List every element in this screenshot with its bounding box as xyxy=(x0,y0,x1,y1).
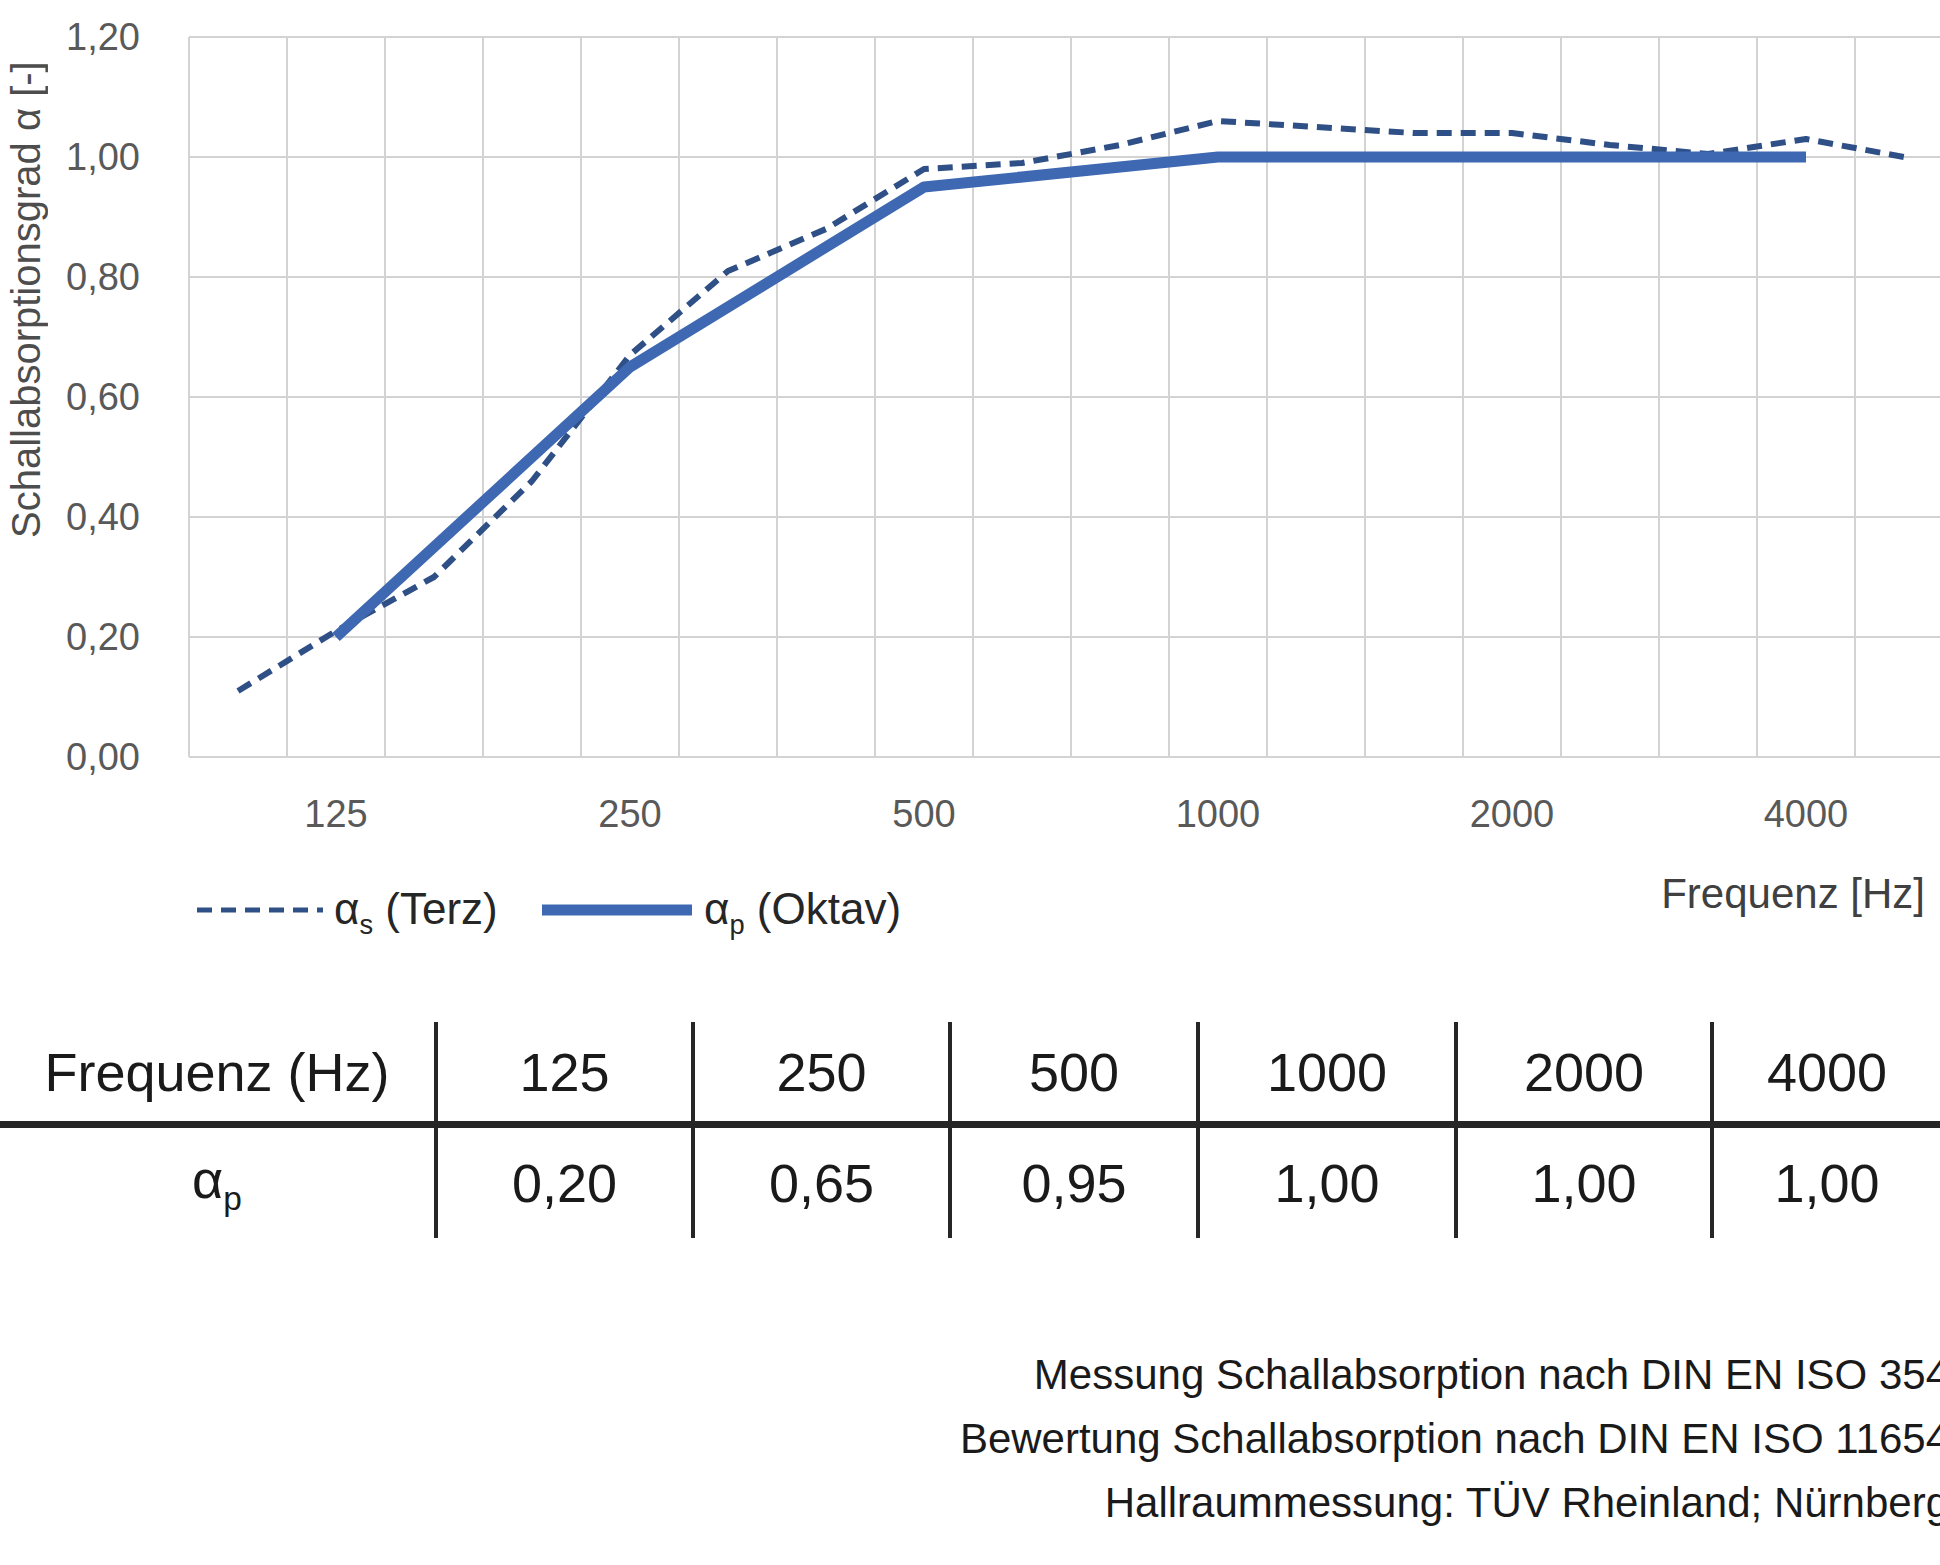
footer-line: Hallraummessung: TÜV Rheinland; Nürnberg xyxy=(0,1471,1940,1535)
y-tick-label: 1,00 xyxy=(28,137,140,177)
table-header-cell: 125 xyxy=(434,1022,691,1121)
legend-label-alpha-s: αs (Terz) xyxy=(334,884,498,941)
table-value-cell: 1,00 xyxy=(1710,1128,1940,1238)
footer-notes: Messung Schallabsorption nach DIN EN ISO… xyxy=(0,1343,1940,1535)
x-tick-label: 1000 xyxy=(1118,794,1318,834)
footer-line: Messung Schallabsorption nach DIN EN ISO… xyxy=(0,1343,1940,1407)
table-header-cell: 500 xyxy=(948,1022,1196,1121)
y-tick-label: 0,60 xyxy=(28,377,140,417)
table-header-cell: Frequenz (Hz) xyxy=(0,1022,434,1121)
table-value-cell: 0,65 xyxy=(691,1128,948,1238)
x-tick-label: 4000 xyxy=(1706,794,1906,834)
absorption-figure: Schallabsorptionsgrad α [-] 0,000,200,40… xyxy=(0,0,1940,1565)
absorption-table: Frequenz (Hz) 125 250 500 1000 2000 4000… xyxy=(0,1022,1940,1238)
legend-dashed-line-sample xyxy=(195,898,325,922)
x-tick-label: 2000 xyxy=(1412,794,1612,834)
y-tick-label: 0,20 xyxy=(28,617,140,657)
table-header-cell: 2000 xyxy=(1454,1022,1710,1121)
legend-solid-line-sample xyxy=(540,898,694,922)
y-tick-label: 0,80 xyxy=(28,257,140,297)
x-tick-label: 250 xyxy=(530,794,730,834)
y-tick-label: 0,40 xyxy=(28,497,140,537)
footer-line: Bewertung Schallabsorption nach DIN EN I… xyxy=(0,1407,1940,1471)
table-header-cell: 1000 xyxy=(1196,1022,1454,1121)
y-tick-label: 1,20 xyxy=(28,17,140,57)
table-value-cell: 1,00 xyxy=(1196,1128,1454,1238)
table-value-cell: 1,00 xyxy=(1454,1128,1710,1238)
table-header-cell: 250 xyxy=(691,1022,948,1121)
y-tick-label: 0,00 xyxy=(28,737,140,777)
table-value-row: αp 0,20 0,65 0,95 1,00 1,00 1,00 xyxy=(0,1128,1940,1238)
legend-label-alpha-p: αp (Oktav) xyxy=(704,884,901,941)
table-header-cell: 4000 xyxy=(1710,1022,1940,1121)
x-tick-label: 500 xyxy=(824,794,1024,834)
x-axis-title: Frequenz [Hz] xyxy=(1560,870,1925,918)
table-row-label: αp xyxy=(0,1128,434,1238)
table-header-row: Frequenz (Hz) 125 250 500 1000 2000 4000 xyxy=(0,1022,1940,1128)
table-value-cell: 0,20 xyxy=(434,1128,691,1238)
x-tick-label: 125 xyxy=(236,794,436,834)
table-value-cell: 0,95 xyxy=(948,1128,1196,1238)
